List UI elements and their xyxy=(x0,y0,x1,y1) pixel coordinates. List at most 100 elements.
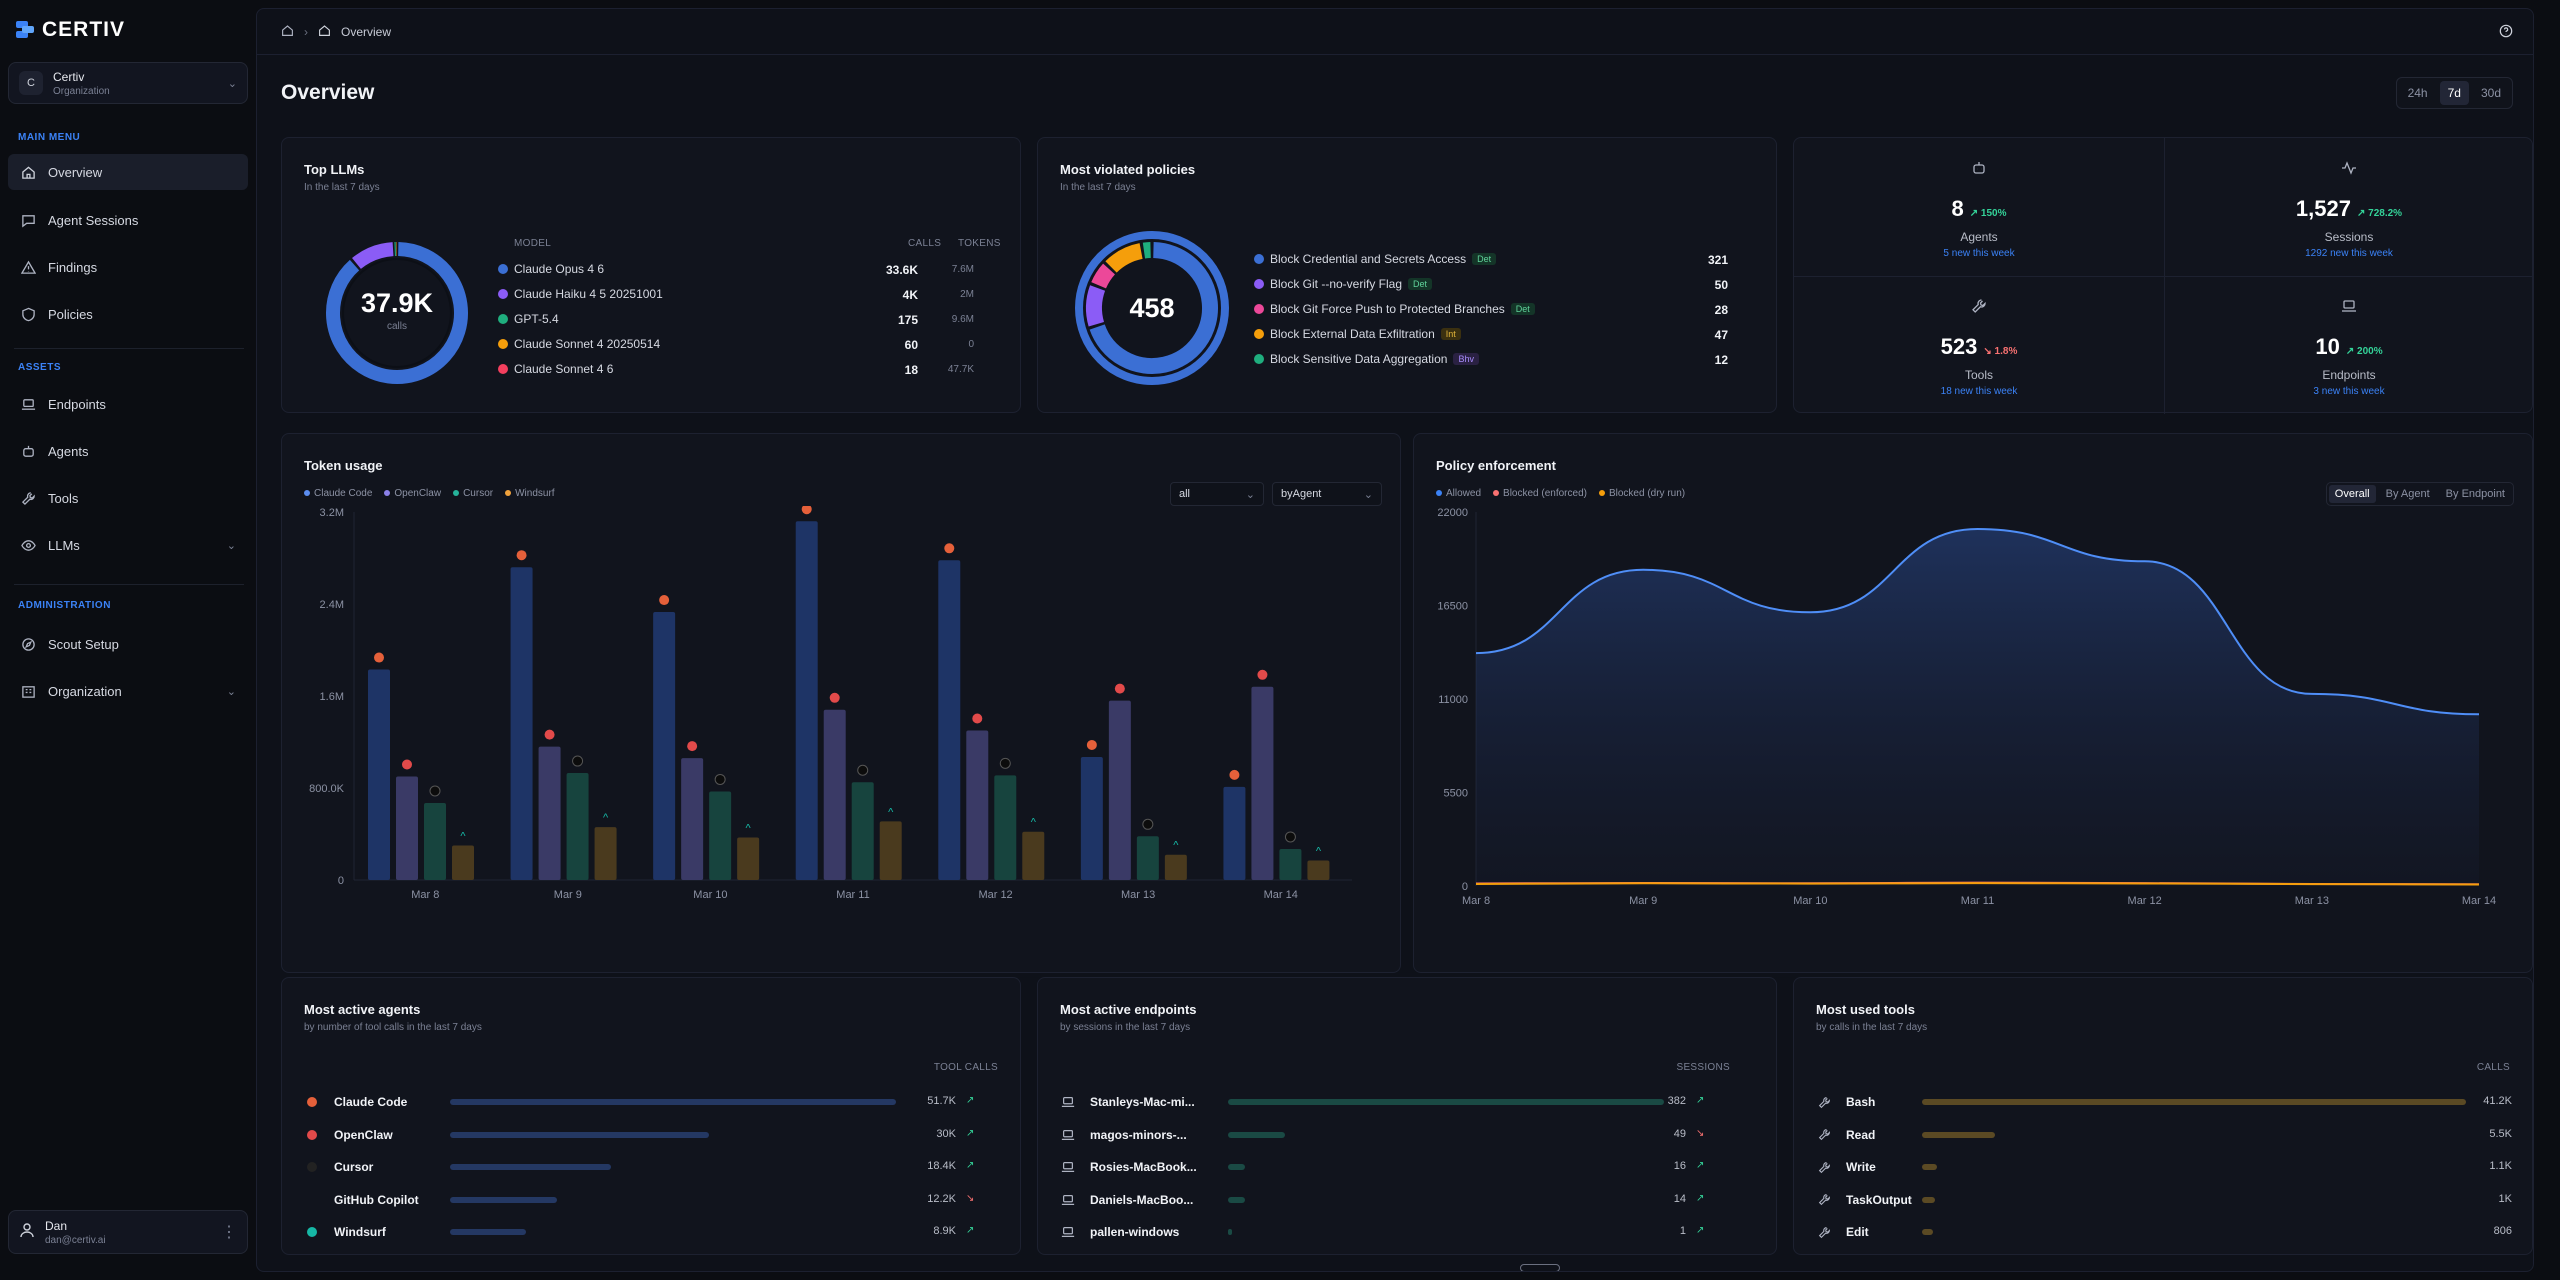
bar-cursor[interactable] xyxy=(566,773,589,880)
donut-slice[interactable] xyxy=(1089,242,1218,374)
sidebar-item-organization[interactable]: Organization ⌄ xyxy=(8,673,248,709)
tool-row[interactable]: Write xyxy=(1816,1157,1876,1177)
policy-row[interactable]: Block Git --no-verify Flag Det xyxy=(1254,277,1433,291)
endpoint-row[interactable]: Rosies-MacBook... xyxy=(1060,1157,1197,1177)
sidebar-item-findings[interactable]: Findings xyxy=(8,249,248,285)
bar-cursor[interactable] xyxy=(1279,848,1302,880)
stat-note[interactable]: 3 new this week xyxy=(2313,386,2385,397)
tool-row[interactable]: Bash xyxy=(1816,1092,1875,1112)
more-icon[interactable]: ⋮ xyxy=(221,1224,237,1241)
donut-slice[interactable] xyxy=(1142,242,1151,259)
donut-slice[interactable] xyxy=(1086,285,1106,327)
donut-slice[interactable] xyxy=(1105,243,1143,273)
bar-claude-code[interactable] xyxy=(653,612,676,880)
sidebar-item-llms[interactable]: LLMs ⌄ xyxy=(8,527,248,563)
bar-cursor[interactable] xyxy=(1136,836,1159,880)
bar-claude-code[interactable] xyxy=(938,560,961,880)
bar-windsurf[interactable] xyxy=(737,837,760,880)
agent-row[interactable]: GitHub Copilot xyxy=(304,1190,419,1210)
legend-item[interactable]: Claude Code xyxy=(304,488,372,499)
stat-agents[interactable]: 8 ↗ 150% Agents 5 new this week xyxy=(1811,138,2147,276)
llm-row[interactable]: Claude Opus 4 6 xyxy=(498,262,604,276)
llm-row[interactable]: Claude Sonnet 4 20250514 xyxy=(498,337,660,351)
agent-row[interactable]: Cursor xyxy=(304,1157,373,1177)
sidebar-item-endpoints[interactable]: Endpoints xyxy=(8,386,248,422)
bar-claude-code[interactable] xyxy=(1223,786,1246,880)
tool-row[interactable]: Read xyxy=(1816,1125,1875,1145)
help-icon[interactable] xyxy=(2499,24,2513,41)
drag-handle[interactable] xyxy=(1520,1264,1560,1271)
stat-tools[interactable]: 523 ↘ 1.8% Tools 18 new this week xyxy=(1811,276,2147,414)
bar-windsurf[interactable] xyxy=(879,821,902,880)
donut-slice[interactable] xyxy=(352,242,394,270)
stat-note[interactable]: 5 new this week xyxy=(1943,248,2015,259)
range-option-7d[interactable]: 7d xyxy=(2439,81,2469,105)
policy-row[interactable]: Block External Data Exfiltration Int xyxy=(1254,327,1461,341)
donut-slice[interactable] xyxy=(326,242,468,384)
bar-openclaw[interactable] xyxy=(1251,686,1274,880)
legend-item[interactable]: OpenClaw xyxy=(384,488,441,499)
org-switcher[interactable]: C Certiv Organization ⌄ xyxy=(8,62,248,104)
sidebar-item-overview[interactable]: Overview xyxy=(8,154,248,190)
tab-by-agent[interactable]: By Agent xyxy=(2385,488,2430,500)
sidebar-item-scout-setup[interactable]: Scout Setup xyxy=(8,626,248,662)
bar-openclaw[interactable] xyxy=(823,709,846,880)
range-option-30d[interactable]: 30d xyxy=(2480,86,2501,100)
llm-row[interactable]: Claude Haiku 4 5 20251001 xyxy=(498,287,663,301)
bar-claude-code[interactable] xyxy=(1080,756,1103,880)
bar-claude-code[interactable] xyxy=(368,669,390,880)
allowed-line[interactable] xyxy=(1475,527,2480,716)
bar-cursor[interactable] xyxy=(851,782,874,880)
llm-row[interactable]: Claude Sonnet 4 6 xyxy=(498,362,613,376)
user-menu[interactable]: Dan dan@certiv.ai ⋮ xyxy=(8,1210,248,1254)
bar-windsurf[interactable] xyxy=(1307,860,1330,880)
home-icon[interactable] xyxy=(281,24,294,40)
endpoint-row[interactable]: Stanleys-Mac-mi... xyxy=(1060,1092,1195,1112)
tab-overall[interactable]: Overall xyxy=(2328,485,2376,503)
agent-row[interactable]: Windsurf xyxy=(304,1222,386,1242)
range-option-24h[interactable]: 24h xyxy=(2407,86,2428,100)
tab-by-endpoint[interactable]: By Endpoint xyxy=(2445,488,2505,500)
legend-item[interactable]: Windsurf xyxy=(505,488,555,499)
logo[interactable]: CERTIV xyxy=(16,18,125,42)
policy-row[interactable]: Block Sensitive Data Aggregation Bhv xyxy=(1254,352,1479,366)
bar-windsurf[interactable] xyxy=(1164,854,1187,880)
llm-row[interactable]: GPT-5.4 xyxy=(498,312,559,326)
stat-note[interactable]: 1292 new this week xyxy=(2305,248,2393,259)
sidebar-item-tools[interactable]: Tools xyxy=(8,480,248,516)
legend-item[interactable]: Blocked (enforced) xyxy=(1493,488,1587,499)
stat-endpoints[interactable]: 10 ↗ 200% Endpoints 3 new this week xyxy=(2181,276,2517,414)
endpoint-row[interactable]: Daniels-MacBoo... xyxy=(1060,1190,1193,1210)
bar-openclaw[interactable] xyxy=(966,730,989,881)
agent-row[interactable]: Claude Code xyxy=(304,1092,407,1112)
endpoint-row[interactable]: magos-minors-... xyxy=(1060,1125,1187,1145)
bar-openclaw[interactable] xyxy=(538,746,561,880)
stat-sessions[interactable]: 1,527 ↗ 728.2% Sessions 1292 new this week xyxy=(2181,138,2517,276)
policy-row[interactable]: Block Credential and Secrets Access Det xyxy=(1254,252,1497,266)
group-by-select[interactable]: byAgent ⌄ xyxy=(1272,482,1382,506)
blocked-dry-run--line[interactable] xyxy=(1475,882,2480,886)
bar-openclaw[interactable] xyxy=(1108,700,1131,880)
bar-windsurf[interactable] xyxy=(452,845,474,881)
agent-filter-select[interactable]: all ⌄ xyxy=(1170,482,1264,506)
sidebar-item-agents[interactable]: Agents xyxy=(8,433,248,469)
bar-claude-code[interactable] xyxy=(510,567,533,880)
endpoint-row[interactable]: pallen-windows xyxy=(1060,1222,1179,1242)
sidebar-item-policies[interactable]: Policies xyxy=(8,296,248,332)
tool-row[interactable]: Edit xyxy=(1816,1222,1869,1242)
breadcrumb-current[interactable]: Overview xyxy=(341,24,392,39)
legend-item[interactable]: Allowed xyxy=(1436,488,1481,499)
bar-cursor[interactable] xyxy=(994,775,1017,880)
legend-item[interactable]: Blocked (dry run) xyxy=(1598,488,1685,499)
donut-slice[interactable] xyxy=(1091,263,1116,289)
bar-openclaw[interactable] xyxy=(396,776,418,881)
agent-row[interactable]: OpenClaw xyxy=(304,1125,393,1145)
tool-row[interactable]: TaskOutput xyxy=(1816,1190,1912,1210)
bar-openclaw[interactable] xyxy=(681,758,704,880)
legend-item[interactable]: Cursor xyxy=(453,488,493,499)
bar-cursor[interactable] xyxy=(424,802,446,880)
bar-cursor[interactable] xyxy=(709,791,732,880)
bar-claude-code[interactable] xyxy=(795,521,818,880)
bar-windsurf[interactable] xyxy=(594,827,617,880)
policy-row[interactable]: Block Git Force Push to Protected Branch… xyxy=(1254,302,1535,316)
